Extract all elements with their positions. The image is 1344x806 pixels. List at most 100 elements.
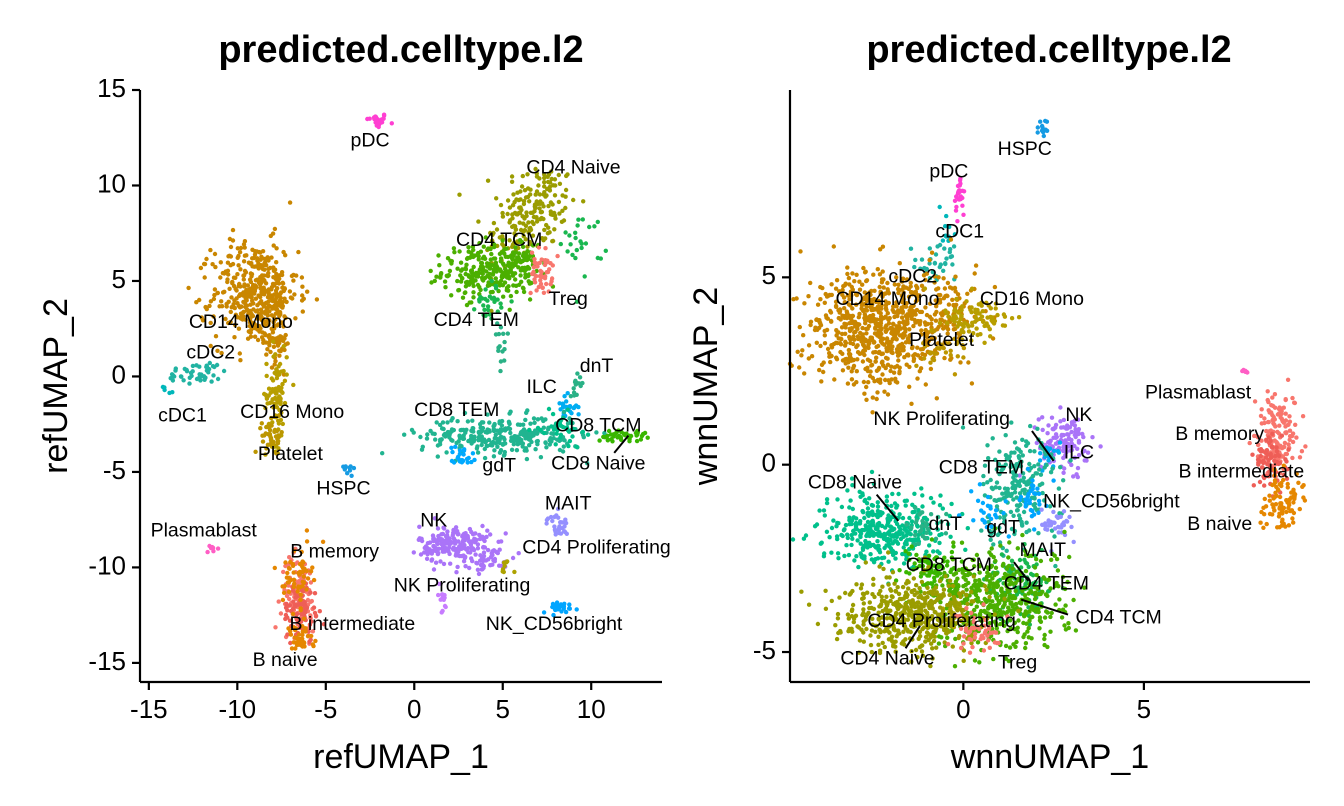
data-point — [500, 214, 506, 219]
data-point — [1282, 444, 1287, 450]
data-point — [1037, 467, 1042, 472]
data-point — [566, 606, 572, 611]
data-point — [433, 437, 438, 442]
data-point — [527, 229, 532, 234]
data-point — [284, 372, 289, 377]
data-point — [451, 246, 457, 251]
cluster-cd8-tcm — [597, 428, 650, 444]
data-point — [283, 612, 289, 618]
data-point — [1017, 483, 1022, 489]
data-point — [532, 257, 537, 262]
data-point — [455, 564, 460, 570]
data-point — [1080, 431, 1085, 437]
data-point — [963, 547, 968, 552]
data-point — [988, 334, 993, 339]
data-point — [937, 320, 943, 326]
data-point — [1264, 448, 1270, 453]
data-point — [905, 529, 910, 535]
data-point — [944, 320, 950, 326]
cluster-label: NK — [420, 510, 447, 532]
cluster-cd14-mono — [186, 200, 320, 377]
data-point — [933, 351, 938, 356]
data-point — [933, 536, 939, 541]
data-point — [845, 310, 850, 316]
data-point — [243, 289, 248, 294]
data-point — [834, 328, 839, 333]
data-point — [999, 552, 1005, 557]
data-point — [1278, 501, 1283, 506]
data-point — [842, 553, 847, 559]
data-point — [855, 326, 860, 332]
data-point — [576, 217, 581, 222]
data-point — [173, 368, 178, 373]
data-point — [269, 400, 274, 405]
data-point — [1042, 632, 1047, 638]
data-point — [990, 315, 995, 320]
data-point — [262, 287, 267, 293]
data-point — [255, 303, 260, 308]
data-point — [238, 358, 243, 363]
data-point — [821, 369, 826, 375]
data-point — [486, 557, 491, 562]
data-point — [518, 260, 523, 265]
data-point — [1027, 461, 1032, 467]
data-point — [443, 545, 448, 551]
data-point — [470, 546, 476, 552]
data-point — [995, 312, 1000, 318]
data-point — [226, 320, 231, 326]
data-point — [952, 198, 958, 203]
data-point — [868, 522, 874, 528]
data-point — [246, 311, 251, 316]
data-point — [490, 238, 495, 243]
data-point — [494, 227, 500, 232]
data-point — [1290, 431, 1296, 436]
data-point — [576, 412, 581, 417]
data-point — [1017, 497, 1022, 503]
y-axis-title: refUMAP_2 — [37, 298, 75, 474]
data-point — [850, 341, 856, 347]
cluster-pdc — [365, 112, 394, 130]
cluster-label: CD4 TCM — [456, 229, 542, 251]
data-point — [843, 331, 848, 336]
data-point — [457, 249, 462, 254]
data-point — [535, 264, 540, 269]
data-point — [490, 443, 495, 448]
data-point — [500, 242, 505, 247]
data-point — [1051, 478, 1056, 483]
data-point — [265, 347, 270, 352]
data-point — [865, 506, 871, 511]
data-point — [840, 313, 845, 318]
data-point — [937, 540, 942, 546]
cluster-label: dnT — [580, 355, 614, 377]
data-point — [838, 336, 843, 341]
data-point — [272, 226, 278, 232]
data-point — [470, 451, 476, 456]
data-point — [834, 355, 839, 360]
data-point — [436, 550, 441, 556]
data-point — [244, 298, 249, 303]
data-point — [253, 296, 259, 301]
data-point — [1263, 504, 1269, 509]
data-point — [1021, 509, 1027, 515]
data-point — [855, 343, 860, 348]
data-point — [864, 533, 869, 539]
data-point — [574, 444, 579, 449]
data-point — [528, 290, 533, 296]
data-point — [866, 380, 871, 385]
data-point — [1267, 493, 1272, 498]
data-point — [241, 259, 247, 264]
data-point — [1037, 626, 1042, 631]
data-point — [447, 551, 452, 557]
data-point — [235, 272, 240, 277]
data-point — [571, 386, 576, 391]
data-point — [258, 285, 263, 291]
data-point — [959, 313, 964, 318]
data-point — [1286, 498, 1291, 504]
data-point — [258, 250, 263, 255]
data-point — [511, 223, 516, 229]
data-point — [504, 246, 509, 251]
data-point — [974, 311, 980, 316]
data-point — [876, 365, 882, 371]
data-point — [552, 193, 558, 198]
cluster-label: Platelet — [258, 443, 324, 465]
